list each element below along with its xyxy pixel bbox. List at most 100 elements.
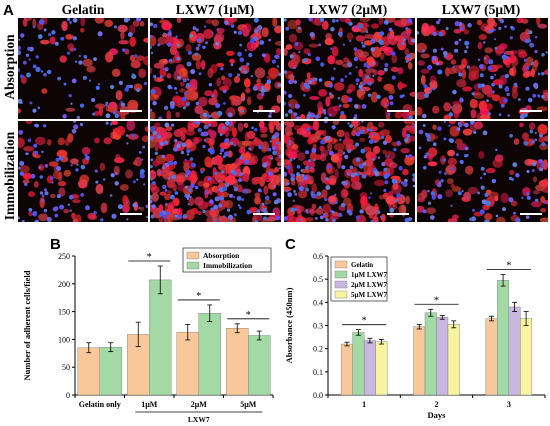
nucleus (265, 202, 268, 205)
cell-body (246, 96, 252, 106)
nucleus (32, 108, 37, 113)
nucleus (383, 174, 389, 179)
nucleus (363, 62, 369, 68)
cell-body (334, 168, 339, 180)
nucleus (347, 97, 353, 102)
nucleus (332, 218, 336, 222)
nucleus (284, 101, 286, 106)
nucleus (163, 32, 166, 35)
panel-a-letter: A (3, 2, 14, 19)
cell-body (244, 131, 250, 143)
nucleus (376, 94, 381, 100)
nucleus (275, 215, 280, 221)
nucleus (360, 88, 364, 92)
nucleus (168, 160, 174, 166)
cell-body (287, 19, 298, 30)
cell-body (153, 62, 165, 69)
nucleus (457, 191, 462, 196)
nucleus (477, 191, 480, 195)
significance-star: * (147, 252, 152, 263)
cell-body (407, 61, 413, 70)
cell-body (470, 109, 477, 119)
nucleus (254, 219, 258, 222)
nucleus (338, 212, 343, 218)
nucleus (277, 83, 281, 88)
cell-body (229, 95, 239, 101)
cell-body (492, 158, 503, 168)
cell-body (499, 74, 507, 86)
nucleus (189, 195, 192, 198)
cell-body (462, 86, 472, 92)
nucleus (388, 35, 391, 38)
cell-body (359, 89, 366, 96)
nucleus (294, 207, 298, 212)
cell-body (242, 26, 250, 37)
cell-body (39, 197, 45, 209)
cell-body (383, 46, 393, 56)
nucleus (361, 173, 367, 179)
nucleus (184, 174, 189, 178)
nucleus (528, 30, 533, 35)
cell-body (94, 18, 105, 24)
cell-body (459, 64, 466, 70)
nucleus (227, 112, 233, 118)
nucleus (184, 91, 188, 95)
nucleus (150, 22, 154, 27)
cell-body (258, 105, 264, 112)
cell-body (159, 19, 170, 24)
nucleus (105, 113, 111, 119)
nucleus (37, 106, 41, 110)
cell-body (38, 213, 49, 221)
x-tick-label: 5μM (240, 400, 257, 409)
nucleus (543, 201, 546, 204)
nucleus (319, 215, 324, 220)
nucleus (268, 38, 271, 42)
nucleus (51, 30, 56, 35)
nucleus (452, 89, 457, 95)
nucleus (24, 182, 28, 186)
nucleus (355, 171, 360, 177)
nucleus (406, 133, 411, 138)
nucleus (216, 219, 220, 222)
nucleus (368, 139, 374, 144)
nucleus (499, 19, 505, 24)
cell-body (244, 78, 251, 88)
nucleus (97, 31, 103, 37)
nucleus (150, 136, 154, 141)
nucleus (232, 170, 238, 176)
nucleus (138, 151, 142, 154)
nucleus (537, 94, 540, 97)
nucleus (526, 170, 530, 173)
nucleus (303, 58, 308, 63)
nucleus (298, 218, 301, 221)
nucleus (220, 148, 225, 153)
cell-body (40, 39, 50, 45)
nucleus (292, 75, 295, 78)
nucleus (150, 126, 156, 131)
cell-body (23, 146, 35, 152)
nucleus (276, 65, 280, 68)
cell-body (311, 18, 321, 25)
cell-body (405, 195, 410, 205)
nucleus (157, 43, 161, 47)
nucleus (324, 197, 328, 202)
cell-body (194, 105, 203, 115)
nucleus (252, 36, 258, 41)
nucleus (379, 215, 383, 219)
cell-body (261, 27, 269, 38)
nucleus (33, 143, 38, 148)
nucleus (70, 164, 73, 167)
nucleus (294, 42, 299, 46)
nucleus (25, 53, 30, 57)
nucleus (54, 41, 59, 46)
cell-body (75, 214, 82, 222)
cell-body (359, 137, 366, 142)
nucleus (369, 128, 373, 132)
nucleus (449, 138, 454, 144)
cell-body (404, 155, 415, 166)
nucleus (376, 210, 381, 214)
nucleus (483, 41, 486, 44)
nucleus (333, 193, 337, 196)
nucleus (75, 168, 79, 172)
cell-body (311, 203, 317, 210)
